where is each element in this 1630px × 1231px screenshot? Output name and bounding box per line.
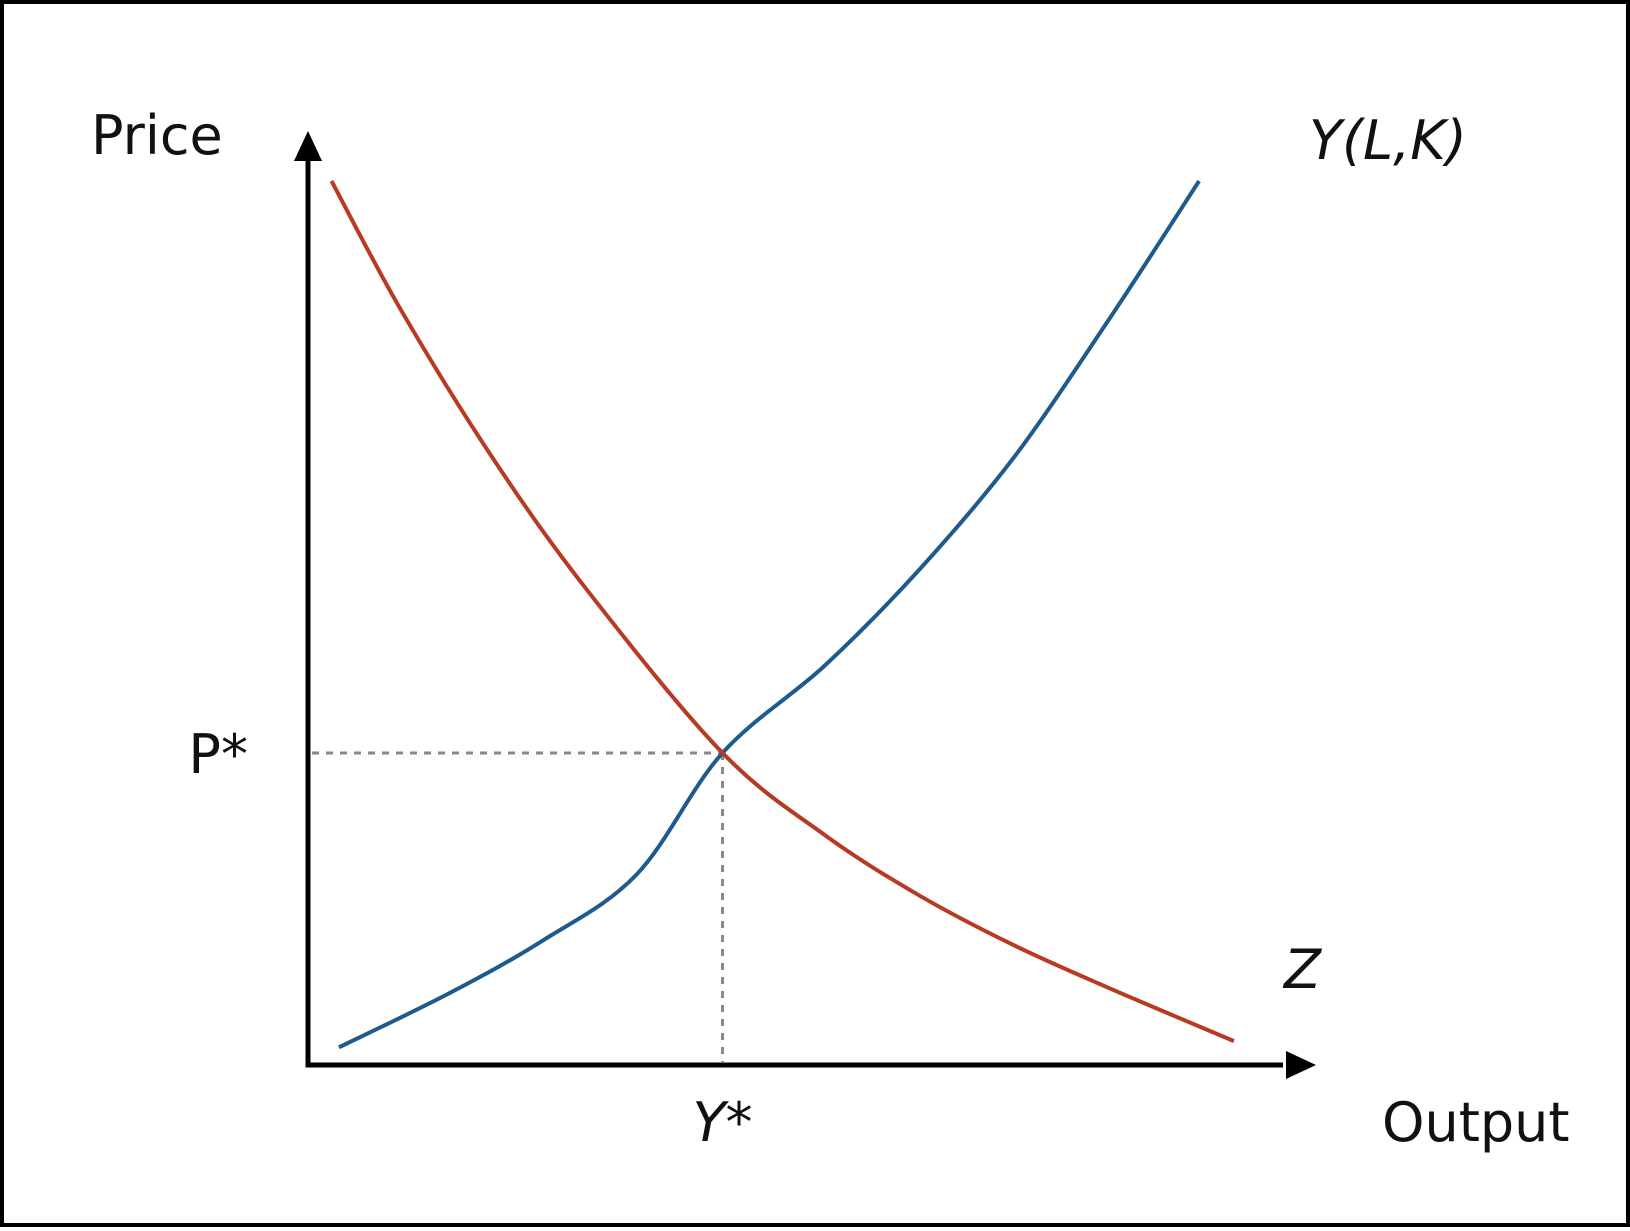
supply-demand-chart: Price Output P* Y* Y(L,K) Z	[91, 104, 1570, 1154]
y-axis-label: Price	[91, 104, 223, 167]
x-axis-arrow-icon	[1286, 1051, 1316, 1079]
series-label-z: Z	[1282, 938, 1322, 1001]
y-axis-arrow-icon	[294, 131, 322, 161]
series-line-y-l-k	[338, 179, 1201, 1050]
series-line-z	[329, 180, 1235, 1043]
x-axis-label: Output	[1382, 1091, 1570, 1154]
y-tick-label-p-star: P*	[188, 723, 248, 786]
series-label-y-l-k: Y(L,K)	[1309, 109, 1467, 172]
x-tick-label-y-star: Y*	[693, 1091, 753, 1154]
